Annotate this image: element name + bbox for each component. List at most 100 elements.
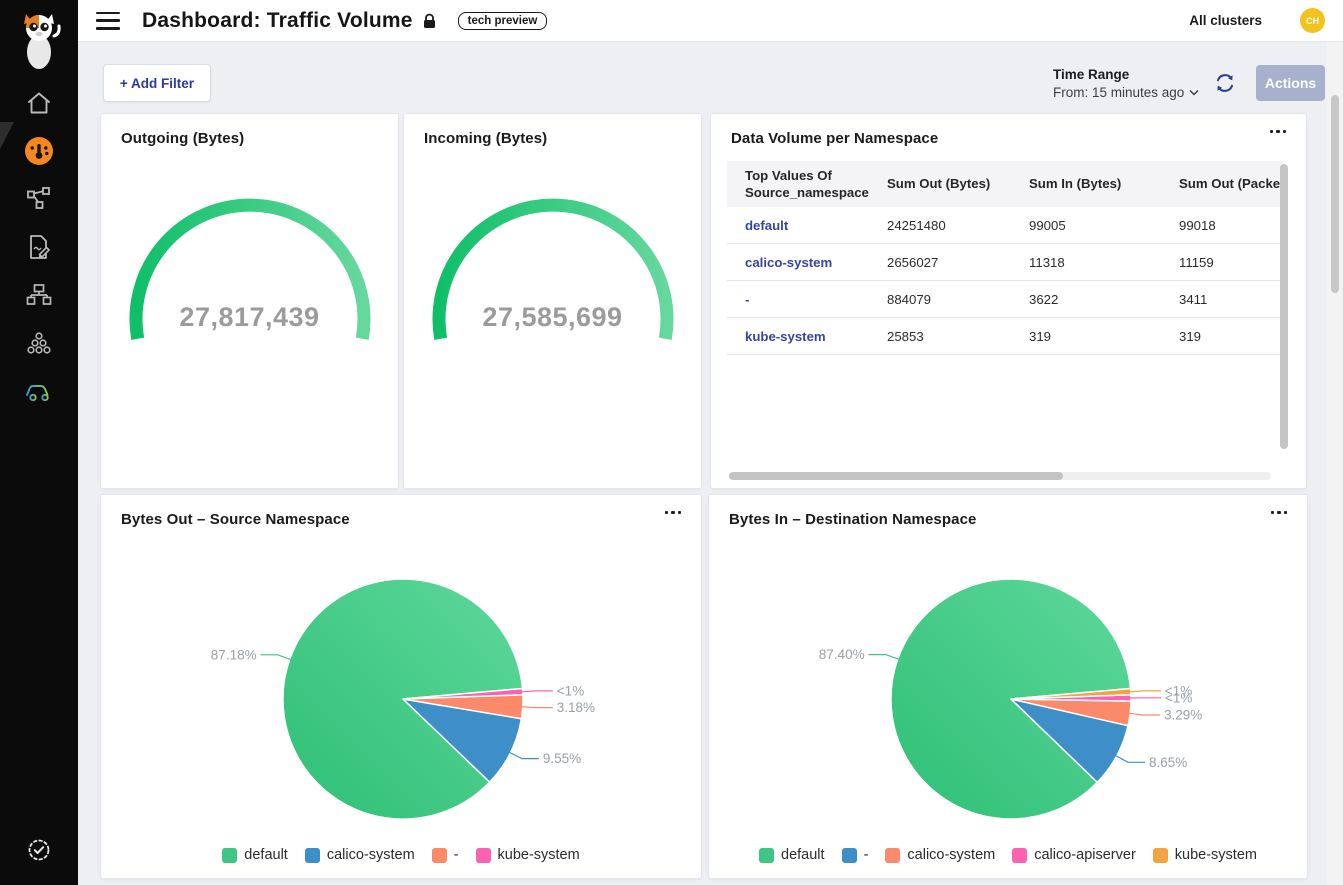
legend-item-kube-system[interactable]: kube-system (1152, 847, 1257, 863)
card-menu-button[interactable] (1269, 505, 1289, 520)
pie-percent-label: <1% (557, 683, 584, 698)
card-menu-button[interactable] (663, 505, 683, 520)
card-title: Incoming (Bytes) (424, 130, 548, 147)
namespace-link[interactable]: calico-system (745, 254, 833, 270)
legend-label: calico-system (326, 847, 415, 863)
namespace-table: Top Values Of Source_namespace Sum Out (B… (727, 161, 1283, 469)
card-title: Bytes Out – Source Namespace (121, 511, 350, 528)
lock-icon (423, 13, 435, 28)
add-filter-button[interactable]: + Add Filter (103, 64, 211, 102)
pie-label-line (508, 751, 539, 760)
legend-label: default (781, 847, 825, 863)
namespace-link[interactable]: default (745, 217, 789, 233)
sidebar-item-clusters[interactable] (19, 324, 59, 362)
legend-swatch (222, 847, 238, 863)
column-header: Sum In (Bytes) (1029, 176, 1122, 192)
legend-swatch (1012, 847, 1028, 863)
legend-swatch (1152, 847, 1168, 863)
legend-swatch (304, 847, 320, 863)
legend-item-calico-system[interactable]: calico-system (304, 847, 415, 863)
home-icon (28, 92, 50, 114)
table-cell: 2656027 (887, 254, 939, 270)
pie-legend: default calico-system - kube-system (101, 847, 701, 863)
gauge-icon (25, 137, 53, 165)
pie-label-line (260, 654, 292, 661)
legend-label: calico-system (907, 847, 996, 863)
car-icon (25, 385, 53, 402)
legend-item-calico-apiserver[interactable]: calico-apiserver (1012, 847, 1136, 863)
cat-logo-icon[interactable] (16, 8, 62, 70)
legend-swatch (431, 847, 447, 863)
table-cell: 25853 (887, 328, 924, 344)
legend-item-calico-system[interactable]: calico-system (885, 847, 995, 863)
table-row: kube-system 25853 319 319 (727, 318, 1283, 355)
pie-chart-bytes-in: 87.40% 8.65% 3.29% <1%<1% (819, 578, 1202, 820)
verified-badge-icon (28, 839, 50, 861)
table-cell: 319 (1029, 328, 1052, 344)
avatar[interactable]: CH (1300, 8, 1325, 33)
outgoing-bytes-card: Outgoing (Bytes) 27,817,439 (100, 113, 399, 489)
gauge-value: 27,585,699 (482, 302, 623, 332)
incoming-bytes-card: Incoming (Bytes) 27,585,699 (403, 113, 702, 489)
sidebar-item-whisker[interactable] (19, 372, 59, 410)
pie-percent-label: 9.55% (543, 751, 581, 766)
sidebar-item-policies[interactable] (19, 228, 59, 266)
card-title: Outgoing (Bytes) (121, 130, 245, 147)
refresh-icon (1216, 74, 1234, 92)
card-menu-button[interactable] (1268, 124, 1288, 139)
legend-label: calico-apiserver (1034, 847, 1136, 863)
hamburger-icon (96, 11, 120, 15)
table-row: calico-system 2656027 11318 11159 (727, 244, 1283, 281)
pie-chart-bytes-out: 87.18% 9.55% 3.18% <1% (211, 578, 595, 820)
legend-swatch (475, 847, 491, 863)
actions-button[interactable]: Actions (1256, 65, 1325, 101)
gauge-arc (432, 198, 674, 340)
legend-item--[interactable]: - (431, 847, 459, 863)
refresh-button[interactable] (1214, 72, 1236, 94)
legend-item-default[interactable]: default (222, 847, 288, 863)
table-cell: 99005 (1029, 217, 1066, 233)
pie-legend: default - calico-system calico-apiserver kub… (709, 847, 1307, 863)
table-horizontal-scrollbar[interactable] (729, 472, 1063, 480)
pie-label-line (520, 690, 553, 693)
sidebar-item-dashboards-active[interactable] (19, 132, 59, 170)
time-range: Time Range From: 15 minutes ago (1053, 67, 1199, 100)
corner-fold-decoration (0, 122, 14, 149)
sidebar-item-verified[interactable] (0, 837, 78, 863)
menu-button[interactable] (96, 11, 120, 30)
page-scrollbar[interactable] (1331, 95, 1339, 293)
pie-percent-label: <1% (1165, 690, 1192, 705)
legend-item--[interactable]: - (841, 847, 869, 863)
table-vertical-scrollbar[interactable] (1280, 164, 1288, 449)
chevron-down-icon (1189, 89, 1199, 96)
table-cell: 11318 (1029, 254, 1065, 270)
legend-label: - (863, 847, 869, 863)
table-cell: 884079 (887, 291, 932, 307)
column-header: Sum Out (Packets) (1179, 176, 1283, 192)
legend-item-default[interactable]: default (759, 847, 825, 863)
column-header: Top Values Of Source_namespace (745, 167, 869, 200)
table-cell: 99018 (1179, 217, 1216, 233)
table-cell: 24251480 (887, 217, 946, 233)
gauge-value: 27,817,439 (179, 302, 320, 332)
sidebar-item-service-graph[interactable] (19, 180, 59, 218)
card-title: Data Volume per Namespace (731, 130, 939, 147)
sidebar-item-networks[interactable] (19, 276, 59, 314)
data-volume-table-card: Data Volume per Namespace Top Values Of … (710, 113, 1307, 489)
page-scrollbar-track (1327, 42, 1343, 885)
legend-item-kube-system[interactable]: kube-system (475, 847, 580, 863)
namespace-link[interactable]: - (745, 291, 750, 307)
time-range-dropdown[interactable]: From: 15 minutes ago (1053, 85, 1199, 100)
pie-percent-label: 3.18% (557, 700, 595, 715)
pie-label-line (1128, 712, 1160, 716)
table-cell: 11159 (1179, 254, 1214, 270)
legend-swatch (841, 847, 857, 863)
time-range-label: Time Range (1053, 67, 1130, 82)
pie-percent-label: 8.65% (1149, 755, 1187, 770)
sidebar-item-home[interactable] (19, 84, 59, 122)
document-pencil-icon (30, 235, 50, 259)
all-clusters-selector[interactable]: All clusters (1189, 13, 1262, 28)
table-horizontal-scrollbar-track (729, 472, 1271, 480)
column-header: Sum Out (Bytes) (887, 176, 991, 192)
namespace-link[interactable]: kube-system (745, 328, 826, 344)
